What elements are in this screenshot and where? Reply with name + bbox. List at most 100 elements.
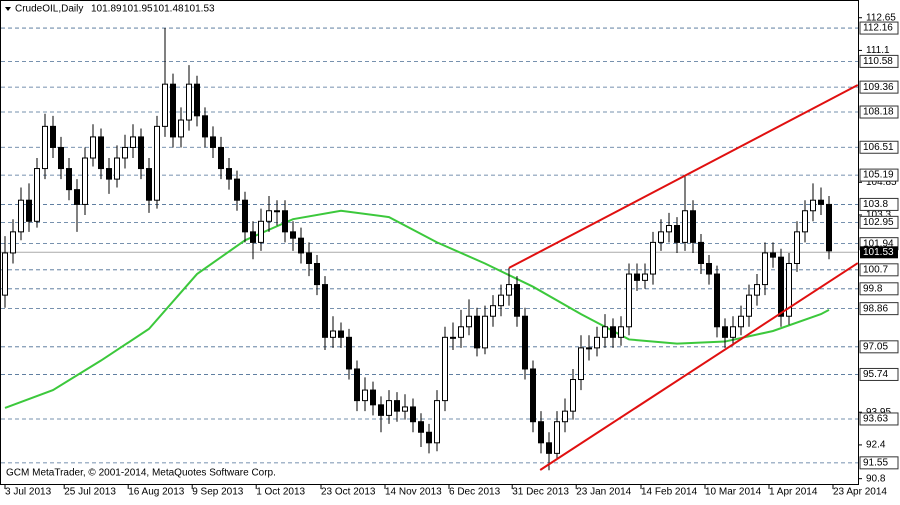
candle-body: [498, 294, 504, 307]
header-high: 101.95: [122, 4, 153, 15]
candle-body: [658, 231, 664, 243]
level-box: [859, 54, 899, 68]
level-box: [859, 340, 899, 354]
level-box: [859, 215, 899, 229]
x-tick-label: 3 Jul 2013: [5, 487, 52, 498]
candle-body: [290, 231, 296, 239]
y-tick-label: 112.65: [866, 12, 896, 23]
candle-body: [650, 241, 656, 275]
candle-body: [738, 315, 744, 328]
candle-body: [690, 210, 696, 243]
candle-body: [66, 168, 72, 191]
level-label: 97.05: [863, 341, 888, 352]
candle-body: [242, 199, 248, 233]
level-label: 105.19: [863, 170, 894, 181]
candle-body: [522, 315, 528, 370]
candle-body: [626, 273, 632, 328]
x-tick-label: 23 Jan 2014: [576, 487, 631, 498]
level-box: [859, 168, 899, 182]
candle-body: [18, 199, 24, 233]
candle-body: [730, 326, 736, 338]
candle-body: [618, 326, 624, 338]
y-tick-label: 103.3: [866, 210, 891, 221]
candle-body: [578, 347, 584, 381]
level-label: 110.58: [863, 56, 893, 67]
candle-body: [82, 157, 88, 205]
candle-body: [418, 421, 424, 433]
x-tick-label: 14 Feb 2014: [641, 487, 698, 498]
candle-body: [338, 330, 344, 338]
candle-body: [170, 83, 176, 138]
candle-body: [50, 125, 56, 148]
candle-body: [634, 273, 640, 281]
candle-body: [154, 125, 160, 201]
candle-body: [482, 315, 488, 349]
candle-body: [370, 389, 376, 406]
candle-body: [58, 146, 64, 170]
candle-body: [826, 203, 832, 252]
candle-body: [386, 400, 392, 416]
candle-body: [786, 262, 792, 317]
level-box: [859, 263, 899, 277]
x-tick-label: 6 Dec 2013: [449, 487, 501, 498]
level-label: 100.7: [863, 264, 888, 275]
level-label: 102.95: [863, 217, 894, 228]
candle-body: [562, 410, 568, 423]
candle-body: [666, 225, 672, 233]
x-tick-label: 9 Sep 2013: [192, 487, 244, 498]
candle-body: [722, 326, 728, 338]
candle-body: [802, 210, 808, 233]
x-tick-label: 1 Apr 2014: [769, 487, 818, 498]
candle-body: [138, 136, 144, 170]
trendline: [508, 84, 859, 269]
candle-body: [554, 421, 560, 454]
level-label: 99.8: [863, 283, 883, 294]
candle-body: [250, 231, 256, 243]
candle-body: [698, 241, 704, 264]
header-low: 101.48: [153, 4, 184, 15]
candle-body: [98, 136, 104, 170]
candle-body: [306, 252, 312, 264]
candle-body: [34, 168, 40, 222]
footer: GCM MetaTrader, © 2001-2014, MetaQuotes …: [6, 468, 276, 479]
x-tick-label: 25 Jul 2013: [64, 487, 116, 498]
level-box: [859, 140, 899, 154]
level-box: [859, 282, 899, 296]
candle-body: [474, 315, 480, 349]
candle-body: [26, 199, 32, 222]
x-tick-label: 1 Oct 2013: [256, 487, 305, 498]
chart-title: CrudeOIL,Daily: [15, 4, 83, 15]
candle-body: [218, 146, 224, 170]
level-box: [859, 367, 899, 381]
candle-body: [434, 400, 440, 444]
candle-body: [146, 168, 152, 201]
candle-body: [410, 406, 416, 423]
level-box: [859, 197, 899, 211]
y-tick-label: 93.95: [866, 407, 891, 418]
candle-body: [90, 136, 96, 159]
candle-body: [794, 231, 800, 264]
candle-body: [274, 210, 280, 213]
level-label: 95.74: [863, 369, 888, 380]
candle-body: [586, 347, 592, 350]
candle-body: [442, 336, 448, 402]
menu-arrow: [5, 7, 11, 11]
candle-body: [682, 210, 688, 243]
candle-body: [394, 400, 400, 412]
header-close: 101.53: [184, 4, 215, 15]
candle-body: [714, 273, 720, 328]
candle-body: [642, 273, 648, 281]
candle-body: [354, 368, 360, 402]
candle-body: [226, 168, 232, 180]
level-box: [859, 80, 899, 94]
candle-body: [514, 284, 520, 317]
candle-body: [122, 146, 128, 159]
level-label: 112.16: [863, 23, 893, 34]
level-box: [859, 21, 899, 35]
candle-body: [210, 136, 216, 148]
x-tick-label: 16 Aug 2013: [128, 487, 185, 498]
y-tick-label: 92.4: [866, 440, 886, 451]
y-tick-label: 111.1: [866, 45, 890, 56]
candle-body: [162, 83, 168, 127]
